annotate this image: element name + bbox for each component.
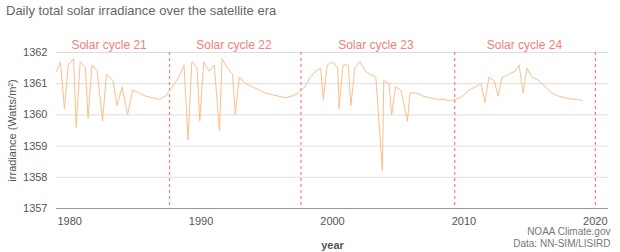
svg-text:Solar cycle 24: Solar cycle 24 [487,38,563,52]
svg-text:1359: 1359 [23,140,47,152]
svg-text:1361: 1361 [23,77,47,89]
svg-text:2000: 2000 [320,215,344,227]
svg-text:Solar cycle 23: Solar cycle 23 [338,38,414,52]
html-text:Daily total solar irradiance o: Daily total solar irradiance over the sa… [6,3,277,18]
svg-text:1990: 1990 [189,215,213,227]
svg-text:irradiance (Watts/m²): irradiance (Watts/m²) [6,79,18,181]
svg-text:1357: 1357 [23,202,47,214]
svg-text:Solar cycle 22: Solar cycle 22 [196,38,272,52]
svg-text:1358: 1358 [23,171,47,183]
svg-text:NOAA Climate.gov: NOAA Climate.gov [527,226,610,237]
svg-text:1980: 1980 [57,215,81,227]
svg-text:2020: 2020 [583,215,608,228]
svg-text:1360: 1360 [23,108,47,120]
svg-text:year: year [321,239,344,251]
svg-text:1362: 1362 [23,46,47,58]
svg-text:2010: 2010 [452,215,476,227]
svg-text:Solar cycle 21: Solar cycle 21 [71,38,147,52]
svg-text:Data: NN-SIM/LISIRD: Data: NN-SIM/LISIRD [513,238,610,249]
